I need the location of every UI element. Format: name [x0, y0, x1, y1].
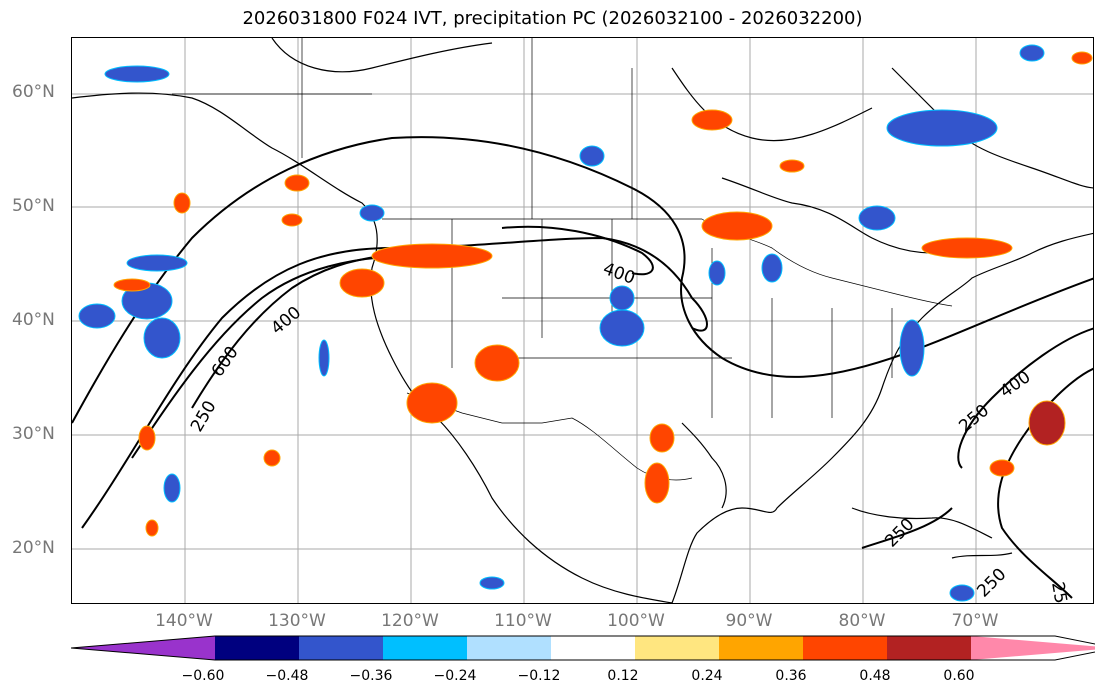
map-title: 2026031800 F024 IVT, precipitation PC (2… — [242, 8, 863, 29]
colorbar-segment — [467, 636, 551, 660]
colorbar-tick: 0.12 — [607, 668, 639, 684]
colorbar-outline — [71, 635, 1095, 661]
colorbar-segment — [71, 636, 215, 660]
gridlines — [72, 38, 1093, 603]
map-canvas: 250 600 400 400 250 400 250 250 250 — [72, 38, 1093, 604]
contour-label: 250 — [955, 401, 993, 437]
colorbar-tick: −0.12 — [517, 668, 561, 684]
contour-label: 250 — [187, 397, 221, 435]
colorbar-segment — [971, 636, 1095, 660]
colorbar-tick: −0.24 — [433, 668, 477, 684]
contour-label: 400 — [600, 259, 637, 289]
lon-label-130w: 130°W — [268, 611, 326, 631]
lon-label-90w: 90°W — [725, 611, 773, 631]
colorbar-tick: −0.60 — [181, 668, 225, 684]
colorbar-segment — [635, 636, 719, 660]
colorbar-tick: 0.24 — [691, 668, 723, 684]
lat-label-40n: 40°N — [12, 310, 55, 330]
precip-negative-blobs — [78, 44, 1045, 602]
contour-label: 400 — [996, 367, 1034, 402]
colorbar-segment — [383, 636, 467, 660]
colorbar — [71, 635, 1095, 661]
precip-positive-blobs — [113, 51, 1093, 537]
coastlines — [72, 38, 1093, 603]
colorbar-segment — [215, 636, 299, 660]
colorbar-tick: 0.36 — [775, 668, 807, 684]
lon-label-110w: 110°W — [494, 611, 552, 631]
contour-label: 250 — [881, 514, 918, 551]
contour-label: 250 — [1047, 580, 1072, 604]
lon-label-100w: 100°W — [607, 611, 665, 631]
lat-label-30n: 30°N — [12, 424, 55, 444]
lon-label-70w: 70°W — [951, 611, 999, 631]
lat-label-60n: 60°N — [12, 82, 55, 102]
colorbar-segment — [887, 636, 971, 660]
lon-label-120w: 120°W — [381, 611, 439, 631]
colorbar-segment — [719, 636, 803, 660]
lat-label-50n: 50°N — [12, 196, 55, 216]
lon-label-140w: 140°W — [155, 611, 213, 631]
lat-label-20n: 20°N — [12, 538, 55, 558]
colorbar-tick: 0.60 — [943, 668, 975, 684]
colorbar-segment — [551, 636, 635, 660]
map-panel: 250 600 400 400 250 400 250 250 250 — [71, 37, 1094, 604]
contour-label: 250 — [973, 564, 1010, 601]
colorbar-segment — [299, 636, 383, 660]
colorbar-tick: 0.48 — [859, 668, 891, 684]
colorbar-segment — [803, 636, 887, 660]
contour-label: 400 — [267, 303, 305, 339]
colorbar-tick: −0.48 — [265, 668, 309, 684]
lon-label-80w: 80°W — [838, 611, 886, 631]
political-borders — [172, 38, 953, 481]
colorbar-tick: −0.36 — [349, 668, 393, 684]
